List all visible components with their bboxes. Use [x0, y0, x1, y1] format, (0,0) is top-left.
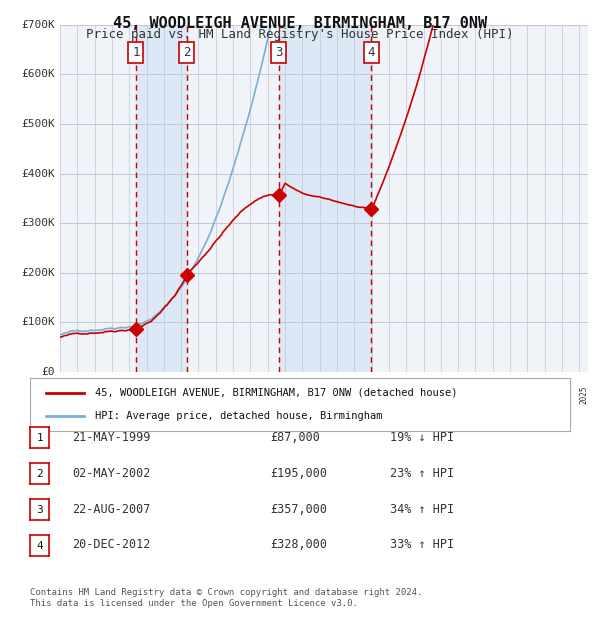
Text: 2011: 2011 [337, 386, 346, 404]
Text: 2003: 2003 [199, 386, 208, 404]
Text: HPI: Average price, detached house, Birmingham: HPI: Average price, detached house, Birm… [95, 411, 382, 421]
Text: 1997: 1997 [95, 386, 104, 404]
Text: 2016: 2016 [424, 386, 433, 404]
Text: 2015: 2015 [406, 386, 415, 404]
Text: 2012: 2012 [354, 386, 363, 404]
Text: 3: 3 [36, 505, 43, 515]
Text: 1998: 1998 [112, 386, 121, 404]
Text: £357,000: £357,000 [270, 503, 327, 515]
Text: Contains HM Land Registry data © Crown copyright and database right 2024.
This d: Contains HM Land Registry data © Crown c… [30, 588, 422, 608]
Bar [279, 25, 371, 372]
Text: £0: £0 [41, 367, 55, 377]
Text: £400K: £400K [21, 169, 55, 179]
Text: 2025: 2025 [580, 386, 589, 404]
Text: 2017: 2017 [441, 386, 450, 404]
Text: 23% ↑ HPI: 23% ↑ HPI [390, 467, 454, 479]
Text: 02-MAY-2002: 02-MAY-2002 [72, 467, 151, 479]
Bar [136, 25, 187, 372]
Text: 2006: 2006 [250, 386, 259, 404]
Text: £200K: £200K [21, 268, 55, 278]
Text: £328,000: £328,000 [270, 539, 327, 551]
Text: 2000: 2000 [146, 386, 155, 404]
Text: 2008: 2008 [285, 386, 294, 404]
Text: 4: 4 [367, 46, 375, 59]
Text: 22-AUG-2007: 22-AUG-2007 [72, 503, 151, 515]
Text: 1: 1 [36, 433, 43, 443]
Text: £700K: £700K [21, 20, 55, 30]
Text: 2007: 2007 [268, 386, 277, 404]
Text: £87,000: £87,000 [270, 431, 320, 443]
Text: 34% ↑ HPI: 34% ↑ HPI [390, 503, 454, 515]
Text: 2018: 2018 [458, 386, 467, 404]
Text: Price paid vs. HM Land Registry's House Price Index (HPI): Price paid vs. HM Land Registry's House … [86, 28, 514, 41]
Text: 2: 2 [183, 46, 191, 59]
Text: 2009: 2009 [302, 386, 311, 404]
Text: 19% ↓ HPI: 19% ↓ HPI [390, 431, 454, 443]
Text: 2022: 2022 [527, 386, 536, 404]
Text: 2001: 2001 [164, 386, 173, 404]
Text: 2005: 2005 [233, 386, 242, 404]
Text: 3: 3 [275, 46, 283, 59]
Text: 2019: 2019 [475, 386, 484, 404]
Text: 33% ↑ HPI: 33% ↑ HPI [390, 539, 454, 551]
Text: £600K: £600K [21, 69, 55, 79]
Text: £500K: £500K [21, 119, 55, 129]
Text: 45, WOODLEIGH AVENUE, BIRMINGHAM, B17 0NW: 45, WOODLEIGH AVENUE, BIRMINGHAM, B17 0N… [113, 16, 487, 30]
Text: 20-DEC-2012: 20-DEC-2012 [72, 539, 151, 551]
Text: 2023: 2023 [545, 386, 554, 404]
Text: 2: 2 [36, 469, 43, 479]
Text: 2021: 2021 [510, 386, 519, 404]
Text: 2004: 2004 [216, 386, 225, 404]
Text: £100K: £100K [21, 317, 55, 327]
Text: £300K: £300K [21, 218, 55, 228]
Text: 1996: 1996 [77, 386, 86, 404]
Text: 1995: 1995 [60, 386, 69, 404]
Text: 2010: 2010 [320, 386, 329, 404]
Text: 4: 4 [36, 541, 43, 551]
Text: 2024: 2024 [562, 386, 571, 404]
Text: 21-MAY-1999: 21-MAY-1999 [72, 431, 151, 443]
Text: 2014: 2014 [389, 386, 398, 404]
Text: 45, WOODLEIGH AVENUE, BIRMINGHAM, B17 0NW (detached house): 45, WOODLEIGH AVENUE, BIRMINGHAM, B17 0N… [95, 388, 457, 398]
Text: 2013: 2013 [371, 386, 380, 404]
Text: £195,000: £195,000 [270, 467, 327, 479]
Text: 1: 1 [132, 46, 140, 59]
Text: 1999: 1999 [129, 386, 138, 404]
Text: 2020: 2020 [493, 386, 502, 404]
Text: 2002: 2002 [181, 386, 190, 404]
